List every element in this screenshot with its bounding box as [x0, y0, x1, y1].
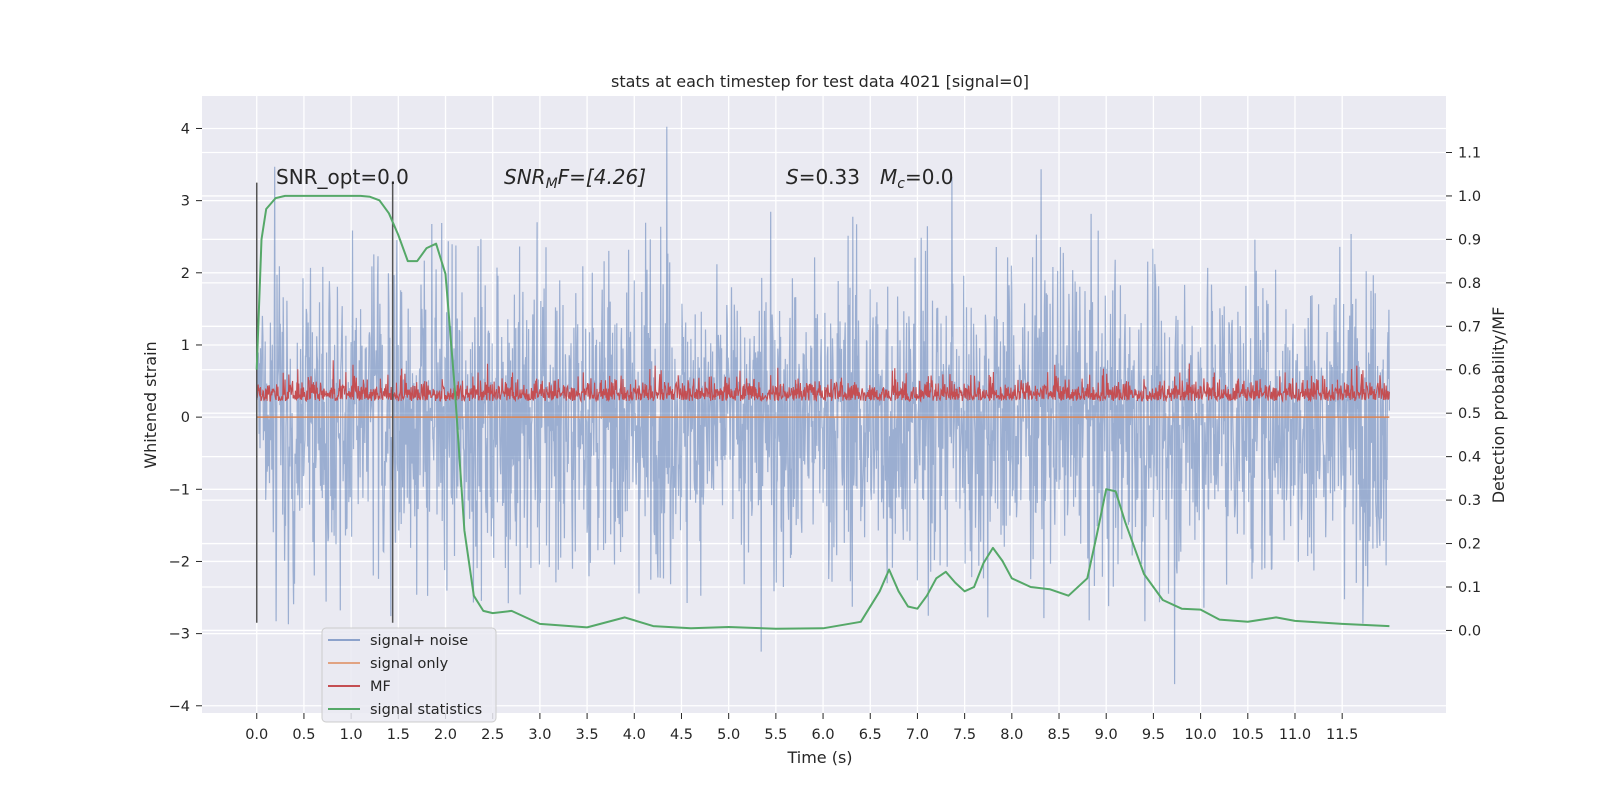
- y-tick-label: 2: [181, 266, 190, 282]
- x-tick-label: 9.5: [1142, 727, 1165, 743]
- chart-title: stats at each timestep for test data 402…: [611, 72, 1029, 91]
- x-tick-label: 9.0: [1095, 727, 1118, 743]
- y-tick-label: −1: [169, 482, 190, 498]
- legend-label-signal-statistics: signal statistics: [370, 702, 482, 718]
- annotation-s-prefix: S: [786, 165, 799, 189]
- annotation-mc-value: =0.0: [905, 165, 954, 189]
- legend-label-signal-only: signal only: [370, 656, 449, 672]
- bottom-axis: 0.0 0.5 1.0 1.5 2.0 2.5 3.0 3.5 4.0 4.5 5.0 5.5 6.0 6…: [245, 713, 1358, 743]
- annotation-snr-mf-sub: M: [546, 176, 558, 192]
- annotation-snr-opt: SNR_opt=0.0: [276, 165, 409, 189]
- x-tick-label: 10.5: [1232, 727, 1264, 743]
- right-axis: 1.1 1.0 0.9 0.8 0.7 0.6 0.5 0.4 0.3 0.2 0.1 0.0: [1446, 145, 1481, 639]
- x-tick-label: 0.5: [292, 727, 315, 743]
- legend-label-signal-noise: signal+ noise: [370, 633, 468, 649]
- x-tick-label: 2.5: [481, 727, 504, 743]
- y-axis-label: Whitened strain: [141, 341, 160, 468]
- y2-tick-label: 0.0: [1458, 623, 1481, 639]
- left-axis: 4 3 2 1 0 −1 −2 −3 −4: [169, 121, 202, 715]
- y2-tick-label: 0.3: [1458, 493, 1481, 509]
- x-tick-label: 1.5: [387, 727, 410, 743]
- annotation-snr-mf-prefix: SNR: [504, 165, 546, 189]
- y2-tick-label: 0.6: [1458, 363, 1481, 379]
- legend: signal+ noise signal only MF signal stat…: [321, 627, 497, 723]
- x-tick-label: 7.5: [953, 727, 976, 743]
- annotation-mc-prefix: M: [880, 165, 897, 189]
- annotation-s-value: =0.33: [799, 165, 860, 189]
- legend-label-mf: MF: [370, 679, 391, 695]
- x-tick-label: 10.0: [1184, 727, 1216, 743]
- x-tick-label: 3.5: [576, 727, 599, 743]
- annotation-s: S=0.33: [786, 165, 860, 189]
- x-tick-label: 7.0: [906, 727, 929, 743]
- x-tick-label: 6.5: [859, 727, 882, 743]
- x-tick-label: 8.0: [1000, 727, 1023, 743]
- y-tick-label: 1: [181, 338, 190, 354]
- y-tick-label: 0: [181, 410, 190, 426]
- annotation-mc: Mc=0.0: [880, 165, 954, 192]
- x-tick-label: 3.0: [528, 727, 551, 743]
- y2-tick-label: 0.5: [1458, 406, 1481, 422]
- x-tick-label: 0.0: [245, 727, 268, 743]
- x-tick-label: 4.0: [623, 727, 646, 743]
- y2-tick-label: 0.4: [1458, 450, 1481, 466]
- x-tick-label: 8.5: [1047, 727, 1070, 743]
- x-tick-label: 11.0: [1279, 727, 1311, 743]
- x-tick-label: 5.0: [717, 727, 740, 743]
- y2-tick-label: 0.2: [1458, 537, 1481, 553]
- y-tick-label: 4: [181, 121, 190, 137]
- series-signal-statistics: [255, 194, 1390, 630]
- y-tick-label: −3: [169, 627, 190, 643]
- x-axis-label: Time (s): [786, 748, 852, 767]
- annotation-mc-sub: c: [897, 176, 905, 192]
- x-tick-label: 4.5: [670, 727, 693, 743]
- y-tick-label: −2: [169, 554, 190, 570]
- series-signal-noise: [256, 126, 1390, 685]
- y2-tick-label: 1.1: [1458, 145, 1481, 161]
- x-tick-label: 5.5: [764, 727, 787, 743]
- x-tick-label: 11.5: [1326, 727, 1358, 743]
- y2-tick-label: 0.9: [1458, 232, 1481, 248]
- x-tick-label: 2.0: [434, 727, 457, 743]
- traces: [255, 126, 1390, 685]
- legend-box: [321, 627, 497, 723]
- y-tick-label: 3: [181, 194, 190, 210]
- y2-axis-label: Detection probability/MF: [1489, 307, 1508, 504]
- annotation-snr-mf: SNRMF=[4.26]: [504, 165, 646, 192]
- annotation-snr-mf-f: F=[4.26]: [558, 165, 646, 189]
- y2-tick-label: 0.7: [1458, 319, 1481, 335]
- y2-tick-label: 0.1: [1458, 580, 1481, 596]
- y2-tick-label: 1.0: [1458, 189, 1481, 205]
- x-tick-label: 1.0: [340, 727, 363, 743]
- x-tick-label: 6.0: [812, 727, 835, 743]
- y2-tick-label: 0.8: [1458, 276, 1481, 292]
- series-mf: [256, 360, 1390, 404]
- y-tick-label: −4: [169, 699, 190, 715]
